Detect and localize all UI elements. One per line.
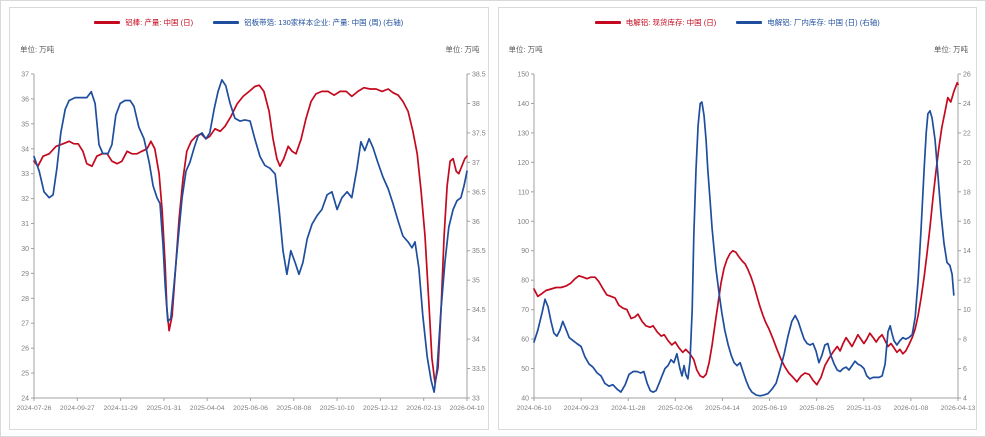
svg-text:110: 110 — [517, 189, 528, 196]
svg-text:4: 4 — [963, 396, 967, 403]
svg-text:100: 100 — [517, 219, 529, 226]
svg-text:34: 34 — [472, 337, 480, 344]
svg-text:37: 37 — [472, 160, 480, 167]
svg-text:2024-09-23: 2024-09-23 — [563, 405, 598, 412]
svg-text:2024-07-26: 2024-07-26 — [17, 405, 52, 412]
svg-text:33.5: 33.5 — [472, 366, 486, 373]
chart-panel-electrolytic-aluminum-inventory: 电解铝: 现货库存: 中国 (日) 电解铝: 厂内库存: 中国 (日) (右轴)… — [497, 7, 977, 430]
svg-text:35: 35 — [472, 278, 480, 285]
legend-label: 铝棒: 产量: 中国 (日) — [125, 18, 194, 27]
svg-text:120: 120 — [517, 160, 529, 167]
svg-text:27: 27 — [21, 321, 29, 328]
svg-text:26: 26 — [963, 72, 971, 79]
svg-text:25: 25 — [21, 371, 29, 378]
svg-text:2026-04-13: 2026-04-13 — [940, 405, 975, 412]
svg-text:29: 29 — [21, 271, 29, 278]
legend-label: 电解铝: 厂内库存: 中国 (日) (右轴) — [767, 18, 880, 27]
chart-panel-aluminum-production: 铝棒: 产量: 中国 (日) 铝板带箔: 130家样本企业: 产量: 中国 (周… — [9, 7, 489, 430]
svg-text:2025-06-19: 2025-06-19 — [752, 405, 787, 412]
svg-text:20: 20 — [963, 160, 971, 167]
unit-label-left: 单位: 万吨 — [20, 45, 55, 54]
svg-text:26: 26 — [21, 346, 29, 353]
legend-label: 电解铝: 现货库存: 中国 (日) — [625, 18, 717, 27]
chart-canvas-inventory: 40 50 60 70 80 90 100 110 120 130 140 150 4 6 8 10 12 14 1… — [516, 72, 975, 413]
svg-text:2025-08-08: 2025-08-08 — [276, 405, 311, 412]
svg-text:35.5: 35.5 — [472, 248, 486, 255]
svg-text:80: 80 — [521, 278, 529, 285]
legend-item: 电解铝: 厂内库存: 中国 (日) (右轴) — [736, 19, 880, 27]
svg-text:14: 14 — [963, 248, 971, 255]
svg-text:2026-04-10: 2026-04-10 — [450, 405, 485, 412]
legend: 电解铝: 现货库存: 中国 (日) 电解铝: 厂内库存: 中国 (日) (右轴) — [499, 19, 977, 27]
svg-text:38.5: 38.5 — [472, 72, 486, 79]
svg-text:2024-11-29: 2024-11-29 — [103, 405, 137, 412]
red-line-swatch — [594, 21, 621, 25]
svg-text:2026-02-13: 2026-02-13 — [406, 405, 441, 412]
svg-text:36: 36 — [21, 96, 29, 103]
legend: 铝棒: 产量: 中国 (日) 铝板带箔: 130家样本企业: 产量: 中国 (周… — [10, 19, 488, 27]
svg-text:30: 30 — [21, 246, 29, 253]
blue-line-swatch — [213, 21, 240, 25]
legend-item: 铝棒: 产量: 中国 (日) — [94, 19, 193, 27]
svg-text:37.5: 37.5 — [472, 130, 486, 137]
svg-text:36: 36 — [472, 219, 480, 226]
svg-text:2024-06-10: 2024-06-10 — [516, 405, 551, 412]
svg-text:10: 10 — [963, 307, 971, 314]
svg-text:50: 50 — [521, 366, 529, 373]
blue-line-swatch — [736, 21, 763, 25]
svg-text:38: 38 — [472, 101, 480, 108]
svg-text:130: 130 — [517, 130, 529, 137]
svg-text:2025-04-04: 2025-04-04 — [190, 405, 225, 412]
svg-text:35: 35 — [21, 121, 29, 128]
svg-text:28: 28 — [21, 296, 29, 303]
svg-text:140: 140 — [517, 101, 529, 108]
svg-text:2025-01-31: 2025-01-31 — [147, 405, 182, 412]
svg-text:12: 12 — [963, 278, 971, 285]
svg-text:2025-10-10: 2025-10-10 — [320, 405, 355, 412]
svg-text:70: 70 — [521, 307, 529, 314]
svg-text:2025-08-25: 2025-08-25 — [799, 405, 834, 412]
svg-text:2024-11-28: 2024-11-28 — [611, 405, 645, 412]
svg-text:33: 33 — [472, 396, 480, 403]
svg-text:24: 24 — [963, 101, 971, 108]
svg-text:24: 24 — [21, 396, 29, 403]
svg-text:2026-01-08: 2026-01-08 — [893, 405, 928, 412]
svg-text:40: 40 — [521, 396, 529, 403]
svg-text:22: 22 — [963, 130, 971, 137]
svg-text:31: 31 — [21, 221, 29, 228]
legend-item: 铝板带箔: 130家样本企业: 产量: 中国 (周) (右轴) — [213, 19, 403, 27]
svg-text:37: 37 — [21, 72, 29, 79]
svg-text:34: 34 — [21, 146, 29, 153]
svg-text:2025-06-06: 2025-06-06 — [233, 405, 268, 412]
unit-label-left: 单位: 万吨 — [508, 45, 543, 54]
svg-text:2024-09-27: 2024-09-27 — [60, 405, 95, 412]
svg-text:150: 150 — [517, 72, 529, 79]
red-line-swatch — [94, 21, 121, 25]
legend-label: 铝板带箔: 130家样本企业: 产量: 中国 (周) (右轴) — [244, 18, 404, 27]
svg-text:18: 18 — [963, 189, 971, 196]
chart-canvas-production: 24 25 26 27 28 29 30 31 32 33 34 35 36 37 33 33.5 34 34.5… — [17, 72, 486, 413]
svg-text:36.5: 36.5 — [472, 189, 486, 196]
svg-text:34.5: 34.5 — [472, 307, 486, 314]
svg-text:8: 8 — [963, 337, 967, 344]
svg-text:6: 6 — [963, 366, 967, 373]
legend-item: 电解铝: 现货库存: 中国 (日) — [594, 18, 717, 27]
svg-text:33: 33 — [21, 171, 29, 178]
svg-text:60: 60 — [521, 337, 529, 344]
svg-text:2025-11-03: 2025-11-03 — [846, 405, 880, 412]
svg-text:32: 32 — [21, 196, 29, 203]
svg-text:2025-02-06: 2025-02-06 — [657, 405, 692, 412]
svg-text:2025-04-14: 2025-04-14 — [705, 405, 740, 412]
svg-text:90: 90 — [521, 248, 529, 255]
svg-text:2025-12-12: 2025-12-12 — [363, 405, 398, 412]
unit-label-right: 单位: 万吨 — [933, 45, 968, 54]
svg-text:16: 16 — [963, 219, 971, 226]
unit-label-right: 单位: 万吨 — [445, 45, 480, 54]
